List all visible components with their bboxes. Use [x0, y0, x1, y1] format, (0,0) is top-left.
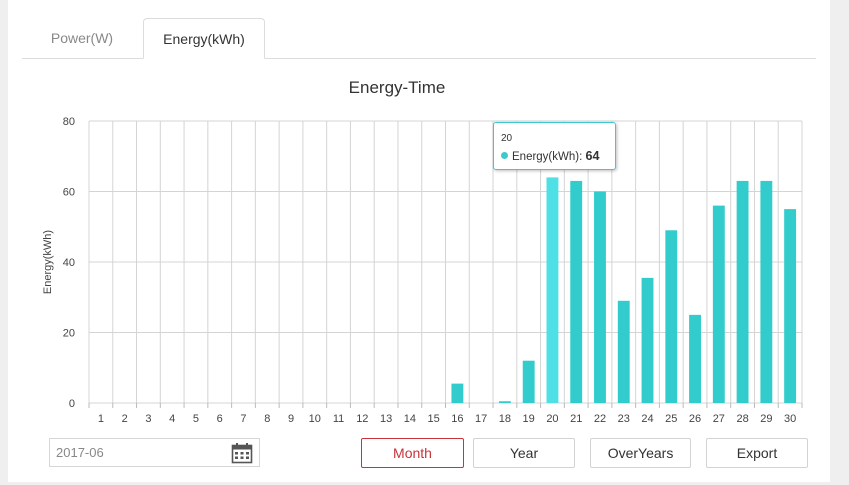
series-dot-icon: [501, 152, 508, 159]
overyears-button[interactable]: OverYears: [590, 438, 691, 468]
x-tick-label: 12: [356, 413, 368, 425]
bar[interactable]: [594, 191, 606, 404]
x-tick-label: 14: [404, 413, 416, 425]
bar[interactable]: [641, 277, 654, 403]
x-tick-label: 29: [760, 413, 772, 425]
x-tick-label: 6: [217, 413, 223, 425]
bar[interactable]: [522, 360, 535, 403]
y-axis-ticks: 0 20 40 60 80: [63, 116, 75, 410]
x-tick-label: 8: [264, 413, 270, 425]
bar[interactable]: [689, 314, 701, 403]
export-button[interactable]: Export: [706, 438, 808, 468]
chart-panel: Power(W) Energy(kWh): [8, 0, 830, 482]
tooltip-separator: :: [579, 151, 586, 163]
x-tick-label: 25: [665, 413, 677, 425]
tooltip-series-name: Energy(kWh): [512, 151, 580, 163]
y-tick-label: 0: [69, 398, 75, 410]
x-tick-label: 20: [546, 413, 558, 425]
x-tick-label: 17: [475, 413, 487, 425]
y-tick-label: 40: [63, 257, 75, 269]
bar[interactable]: [736, 180, 749, 403]
date-input[interactable]: [50, 439, 232, 466]
bar[interactable]: [760, 180, 773, 403]
x-tick-label: 13: [380, 413, 392, 425]
y-tick-label: 80: [63, 116, 75, 128]
x-tick-label: 7: [240, 413, 246, 425]
x-tick-label: 9: [288, 413, 294, 425]
tab-bar: Power(W) Energy(kWh): [22, 18, 816, 59]
bar[interactable]: [570, 180, 583, 403]
y-tick-label: 20: [63, 328, 75, 340]
x-tick-label: 2: [122, 413, 128, 425]
y-tick-label: 60: [63, 187, 75, 199]
bar[interactable]: [498, 401, 511, 403]
calendar-icon[interactable]: [231, 442, 253, 464]
x-tick-label: 27: [713, 413, 725, 425]
chart-title: Energy-Time: [349, 78, 446, 97]
x-tick-label: 23: [618, 413, 630, 425]
month-button[interactable]: Month: [361, 438, 464, 468]
bars: [451, 177, 797, 404]
x-tick-label: 24: [641, 413, 653, 425]
bar[interactable]: [665, 230, 678, 403]
tooltip-row: Energy(kWh): 64: [501, 149, 599, 163]
month-picker[interactable]: [49, 438, 260, 467]
x-tick-label: 21: [570, 413, 582, 425]
grid: [88, 120, 803, 408]
x-tick-label: 30: [784, 413, 796, 425]
bar[interactable]: [784, 209, 797, 403]
x-tick-label: 4: [169, 413, 175, 425]
y-axis-label: Energy(kWh): [42, 230, 54, 294]
x-tick-label: 10: [309, 413, 321, 425]
bar[interactable]: [451, 383, 464, 403]
year-button[interactable]: Year: [473, 438, 575, 468]
x-tick-label: 18: [499, 413, 511, 425]
bar[interactable]: [546, 177, 559, 403]
x-tick-label: 3: [145, 413, 151, 425]
x-tick-label: 11: [333, 413, 344, 425]
x-tick-label: 16: [451, 413, 463, 425]
tooltip-category: 20: [501, 133, 513, 144]
bar-tooltip: 20 Energy(kWh): 64: [493, 122, 616, 170]
tab-power[interactable]: Power(W): [50, 30, 114, 46]
x-axis-ticks: 1 2 3 4 5 6 7 8 9 10 11 12 13 14 15 16 17 18 19 20 21 22 23 24 2…: [98, 413, 796, 425]
x-tick-label: 26: [689, 413, 701, 425]
tab-energy[interactable]: Energy(kWh): [143, 18, 265, 59]
x-tick-label: 15: [427, 413, 439, 425]
x-tick-label: 28: [736, 413, 748, 425]
x-tick-label: 1: [98, 413, 104, 425]
bar[interactable]: [617, 300, 630, 403]
bar[interactable]: [712, 205, 725, 403]
x-tick-label: 22: [594, 413, 606, 425]
x-tick-label: 19: [523, 413, 535, 425]
x-tick-label: 5: [193, 413, 199, 425]
tooltip-value: 64: [585, 149, 600, 163]
